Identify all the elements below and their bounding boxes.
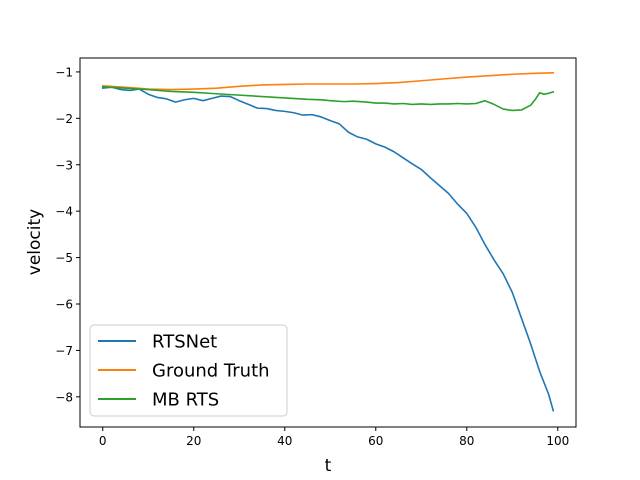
series-line-1 [101,72,555,91]
x-tick-label: 80 [459,434,474,448]
y-tick-label: −2 [55,112,73,126]
y-tick-label: −3 [55,158,73,172]
y-tick-label: −1 [55,65,73,79]
legend-frame [89,324,288,417]
y-tick-label: −7 [55,344,73,358]
y-tick-label: −6 [55,298,73,312]
y-tick-label: −4 [55,205,73,219]
legend-entries: RTSNet Ground Truth MB RTS [98,332,270,411]
legend: RTSNet Ground Truth MB RTS [89,324,288,417]
y-axis-label: velocity [25,209,45,275]
series-line-0 [101,86,555,412]
x-axis-ticks: 0 20 40 60 80 100 [99,427,569,448]
legend-label-1: Ground Truth [152,361,270,382]
x-axis-label: t [325,456,332,476]
series-line-2 [101,85,555,112]
legend-label-2: MB RTS [152,390,219,411]
series-layer [101,72,555,412]
y-tick-label: −8 [55,390,73,404]
y-axis-ticks: −1 −2 −3 −4 −5 −6 −7 −8 [55,65,80,404]
x-tick-label: 60 [368,434,383,448]
y-tick-label: −5 [55,251,73,265]
x-tick-label: 0 [99,434,107,448]
x-tick-label: 20 [186,434,201,448]
legend-label-0: RTSNet [152,332,217,353]
x-tick-label: 40 [277,434,292,448]
x-tick-label: 100 [546,434,569,448]
plot-frame [79,57,577,428]
